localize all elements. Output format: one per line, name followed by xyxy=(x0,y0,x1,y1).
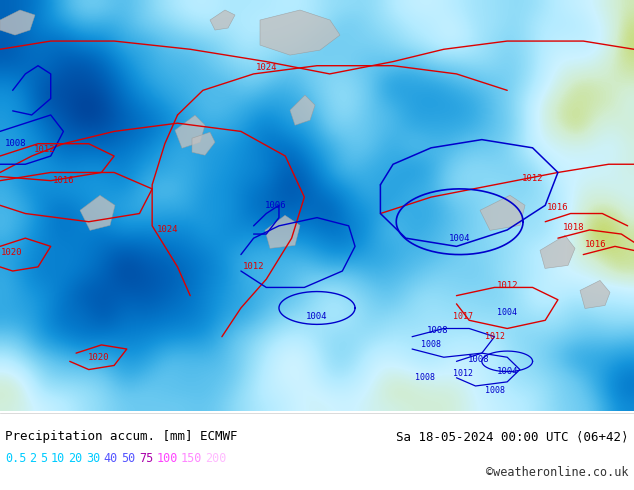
Text: 75: 75 xyxy=(139,452,153,465)
Polygon shape xyxy=(0,10,35,35)
Text: 1004: 1004 xyxy=(496,367,518,376)
Polygon shape xyxy=(265,215,300,248)
Text: 1016: 1016 xyxy=(547,203,569,212)
Text: 30: 30 xyxy=(86,452,100,465)
Text: Precipitation accum. [mm] ECMWF: Precipitation accum. [mm] ECMWF xyxy=(5,430,238,443)
Text: 1008: 1008 xyxy=(415,373,435,382)
Text: 200: 200 xyxy=(205,452,227,465)
Text: 1012: 1012 xyxy=(453,369,473,378)
Text: 0.5: 0.5 xyxy=(5,452,27,465)
Text: 1004: 1004 xyxy=(306,312,328,320)
Polygon shape xyxy=(175,115,205,148)
Text: 150: 150 xyxy=(181,452,202,465)
Text: 1004: 1004 xyxy=(497,308,517,317)
Text: 1008: 1008 xyxy=(5,139,27,148)
Text: 1012: 1012 xyxy=(243,263,264,271)
Text: 1008: 1008 xyxy=(484,386,505,394)
Polygon shape xyxy=(540,235,575,269)
Polygon shape xyxy=(290,95,315,125)
Polygon shape xyxy=(260,10,340,55)
Text: 1020: 1020 xyxy=(1,248,22,257)
Polygon shape xyxy=(580,280,610,309)
Text: 1006: 1006 xyxy=(265,201,287,210)
Text: 5: 5 xyxy=(40,452,48,465)
Text: 1018: 1018 xyxy=(563,223,585,232)
Text: 1024: 1024 xyxy=(256,63,277,72)
Text: 1012: 1012 xyxy=(496,281,518,290)
Text: 1012: 1012 xyxy=(34,146,55,154)
Text: 100: 100 xyxy=(157,452,178,465)
Polygon shape xyxy=(210,10,235,30)
Text: 10: 10 xyxy=(51,452,65,465)
Text: 1017: 1017 xyxy=(453,312,473,320)
Text: 1020: 1020 xyxy=(87,353,109,362)
Text: 1004: 1004 xyxy=(449,234,470,243)
Polygon shape xyxy=(192,132,215,155)
Text: 40: 40 xyxy=(104,452,118,465)
Text: 1016: 1016 xyxy=(585,240,607,249)
Polygon shape xyxy=(80,196,115,230)
Text: 1008: 1008 xyxy=(427,326,448,335)
Text: 1008: 1008 xyxy=(421,341,441,349)
Polygon shape xyxy=(480,196,525,230)
Text: 20: 20 xyxy=(68,452,83,465)
Text: Sa 18-05-2024 00:00 UTC ⟨06+42⟩: Sa 18-05-2024 00:00 UTC ⟨06+42⟩ xyxy=(396,430,629,443)
Text: 50: 50 xyxy=(121,452,136,465)
Text: 1008: 1008 xyxy=(468,355,489,364)
Text: 1012: 1012 xyxy=(484,332,505,341)
Text: 1016: 1016 xyxy=(53,176,74,185)
Text: 1012: 1012 xyxy=(522,174,543,183)
Text: 1024: 1024 xyxy=(157,225,179,234)
Text: 2: 2 xyxy=(29,452,37,465)
Text: ©weatheronline.co.uk: ©weatheronline.co.uk xyxy=(486,466,629,479)
